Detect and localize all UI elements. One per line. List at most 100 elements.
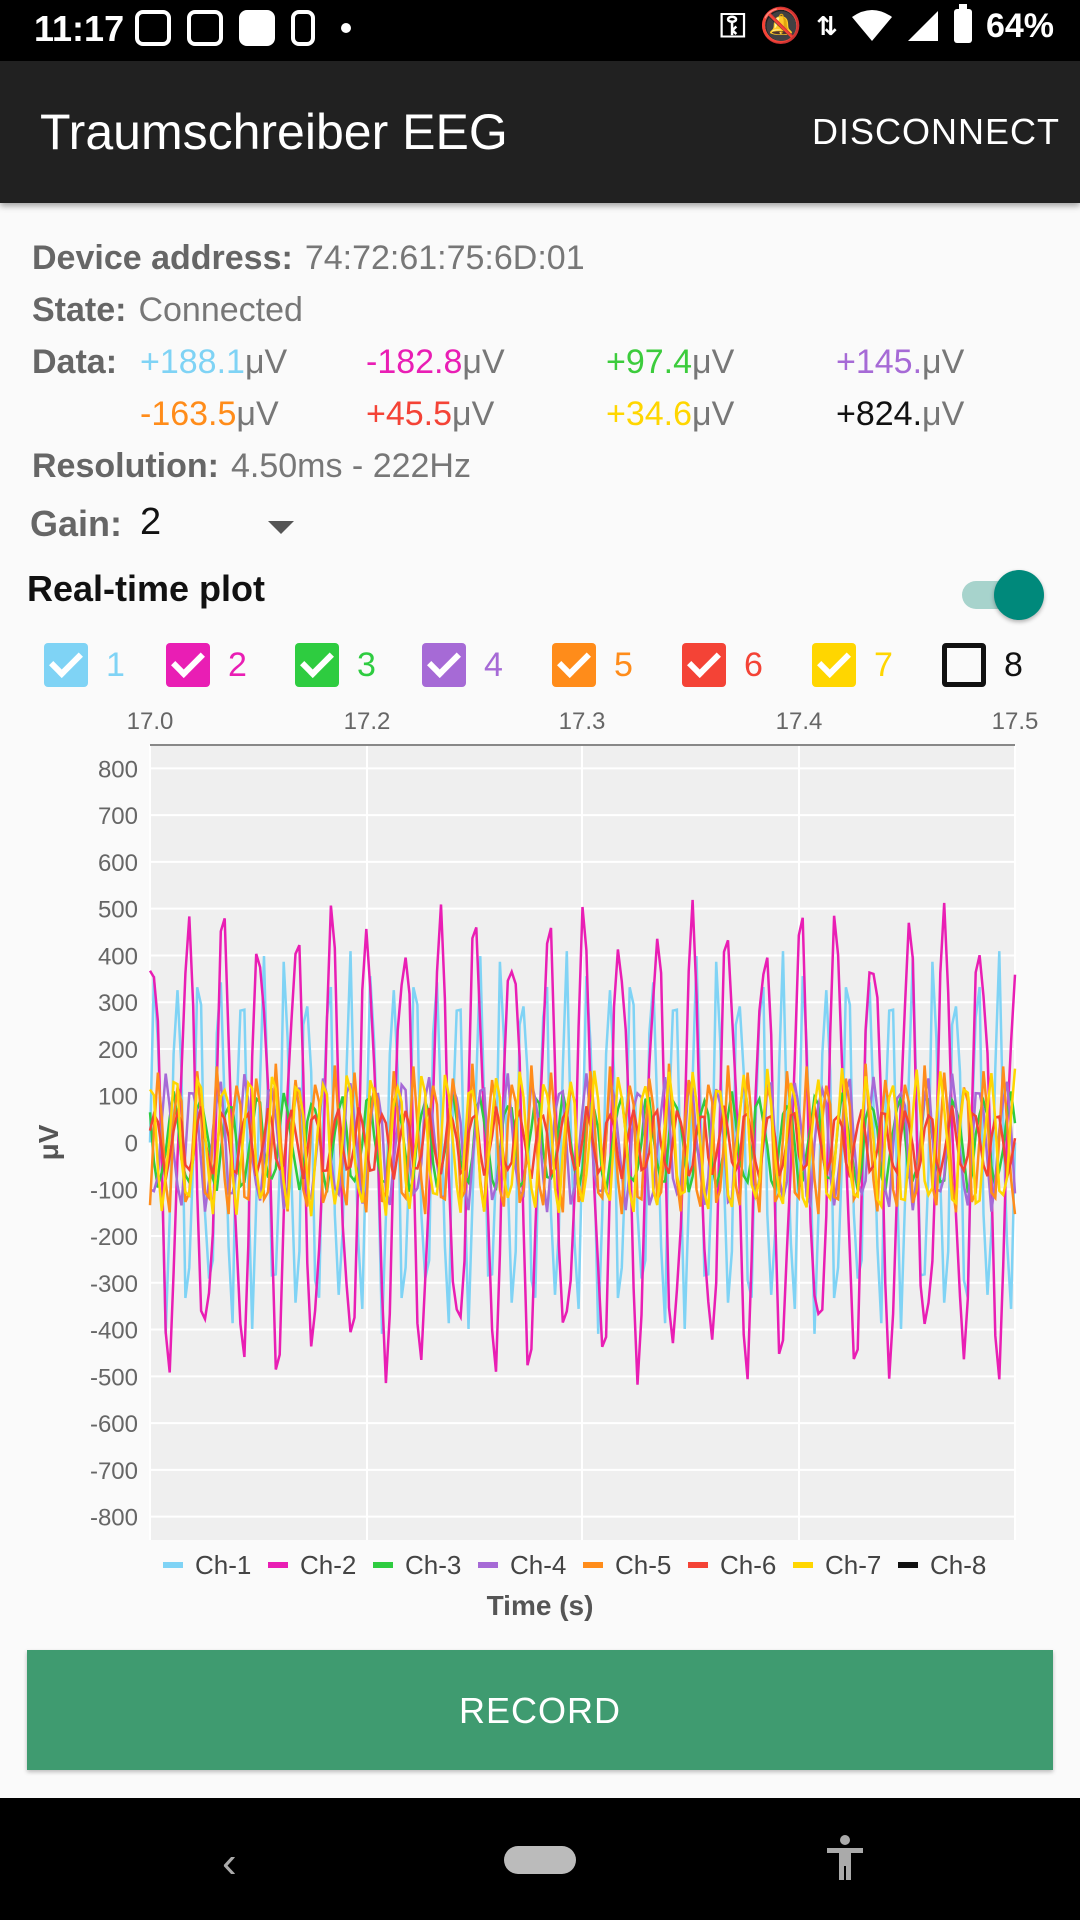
data-value-ch8: +824.μV — [836, 395, 964, 434]
y-tick-label: 300 — [98, 990, 138, 1017]
y-tick-label: 200 — [98, 1037, 138, 1064]
data-value-number: +34.6 — [606, 395, 693, 433]
checked-box-icon[interactable] — [422, 643, 466, 687]
data-value-number: +97.4 — [606, 343, 693, 381]
data-value-unit: μV — [922, 343, 965, 381]
status-icons-left — [135, 10, 351, 46]
data-value-ch3: +97.4μV — [606, 343, 734, 382]
channel-checkbox-5[interactable]: 5 — [552, 643, 633, 687]
legend-label: Ch-8 — [930, 1550, 986, 1580]
channel-checkbox-1[interactable]: 1 — [44, 643, 125, 687]
clock-notification-icon — [135, 10, 171, 46]
unchecked-box-icon[interactable] — [942, 643, 986, 687]
accessibility-icon[interactable] — [825, 1834, 865, 1882]
home-pill-icon[interactable] — [504, 1846, 576, 1874]
navigation-bar: ‹ — [0, 1798, 1080, 1920]
record-button[interactable]: RECORD — [27, 1650, 1053, 1770]
data-value-unit: μV — [922, 395, 965, 433]
checked-box-icon[interactable] — [295, 643, 339, 687]
state-row: State: Connected — [32, 291, 303, 330]
data-value-unit: μV — [692, 395, 735, 433]
channel-label: 3 — [357, 645, 376, 684]
x-tick-label: 17.4 — [776, 708, 823, 735]
channel-label: 4 — [484, 645, 503, 684]
y-tick-label: -400 — [90, 1318, 138, 1345]
data-value-number: -182.8 — [366, 343, 463, 381]
checked-box-icon[interactable] — [44, 643, 88, 687]
y-tick-label: 0 — [125, 1131, 138, 1158]
data-label: Data: — [32, 343, 118, 381]
app-title: Traumschreiber EEG — [40, 104, 508, 160]
data-value-ch5: -163.5μV — [140, 395, 279, 434]
x-axis-label: Time (s) — [487, 1590, 594, 1621]
cell-signal-icon — [907, 11, 938, 41]
x-tick-label: 17.3 — [559, 708, 606, 735]
data-value-ch2: -182.8μV — [366, 343, 505, 382]
channel-label: 8 — [1004, 645, 1023, 684]
channel-checkbox-7[interactable]: 7 — [812, 643, 893, 687]
realtime-plot-toggle[interactable] — [960, 568, 1046, 620]
state-label: State: — [32, 291, 127, 329]
data-value-ch6: +45.5μV — [366, 395, 494, 434]
checked-box-icon[interactable] — [552, 643, 596, 687]
channel-checkbox-4[interactable]: 4 — [422, 643, 503, 687]
y-tick-label: -800 — [90, 1505, 138, 1532]
series-line-ch-7 — [148, 1067, 1017, 1217]
channel-label: 7 — [874, 645, 893, 684]
legend-swatch — [163, 1562, 183, 1568]
y-tick-label: 700 — [98, 803, 138, 830]
notifications-off-icon: 🔕 — [759, 7, 803, 45]
state-value: Connected — [138, 291, 303, 329]
legend-swatch — [898, 1562, 918, 1568]
data-value-ch7: +34.6μV — [606, 395, 734, 434]
status-bar: 11:17 ⚿ 🔕 ⇅ 64% — [0, 0, 1080, 61]
legend-label: Ch-5 — [615, 1550, 671, 1580]
eeg-chart: 800 700 600 500 400 300 200 100 0 -100 -200 -300 -40… — [0, 701, 1080, 1631]
checked-box-icon[interactable] — [682, 643, 726, 687]
device-address-label: Device address: — [32, 239, 293, 277]
legend-swatch — [583, 1562, 603, 1568]
legend-swatch — [688, 1562, 708, 1568]
disconnect-button[interactable]: DISCONNECT — [811, 111, 1060, 152]
series-line-ch-2 — [148, 899, 1017, 1385]
battery-icon — [953, 4, 972, 43]
data-value-unit: μV — [236, 395, 279, 433]
data-value-ch4: +145.μV — [836, 343, 964, 382]
resolution-row: Resolution: 4.50ms - 222Hz — [32, 447, 471, 486]
phone-notification-icon — [291, 10, 315, 46]
wifi-icon — [851, 10, 892, 41]
channel-label: 2 — [228, 645, 247, 684]
toggle-thumb[interactable] — [994, 570, 1044, 620]
data-value-number: +824. — [836, 395, 923, 433]
device-address-row: Device address: 74:72:61:75:6D:01 — [32, 239, 585, 278]
legend-swatch — [268, 1562, 288, 1568]
checked-box-icon[interactable] — [166, 643, 210, 687]
y-tick-label: -700 — [90, 1458, 138, 1485]
data-value-number: +45.5 — [366, 395, 453, 433]
gain-value[interactable]: 2 — [140, 501, 162, 543]
dropdown-arrow-icon[interactable] — [268, 521, 294, 534]
x-tick-label: 17.0 — [127, 708, 174, 735]
back-icon[interactable]: ‹ — [222, 1838, 237, 1887]
channel-checkbox-2[interactable]: 2 — [166, 643, 247, 687]
channel-checkbox-8[interactable]: 8 — [942, 643, 1023, 687]
data-arrows-icon: ⇅ — [816, 10, 838, 41]
checked-box-icon[interactable] — [812, 643, 856, 687]
y-tick-label: 100 — [98, 1084, 138, 1111]
data-value-number: -163.5 — [140, 395, 237, 433]
app-bar: Traumschreiber EEG DISCONNECT — [0, 61, 1080, 203]
y-tick-label: 400 — [98, 943, 138, 970]
data-value-number: +188.1 — [140, 343, 245, 381]
y-tick-label: -200 — [90, 1224, 138, 1251]
channel-checkbox-6[interactable]: 6 — [682, 643, 763, 687]
battery-percent: 64% — [985, 6, 1054, 45]
status-icons-right: ⚿ 🔕 ⇅ 64% — [720, 4, 1054, 46]
channel-checkbox-3[interactable]: 3 — [295, 643, 376, 687]
y-tick-label: 500 — [98, 897, 138, 924]
channel-checkboxes: 1 2 3 4 5 6 7 8 — [0, 643, 1080, 699]
legend-label: Ch-1 — [195, 1550, 251, 1580]
status-time: 11:17 — [34, 8, 125, 49]
data-value-unit: μV — [692, 343, 735, 381]
legend-label: Ch-2 — [300, 1550, 356, 1580]
legend-label: Ch-6 — [720, 1550, 776, 1580]
